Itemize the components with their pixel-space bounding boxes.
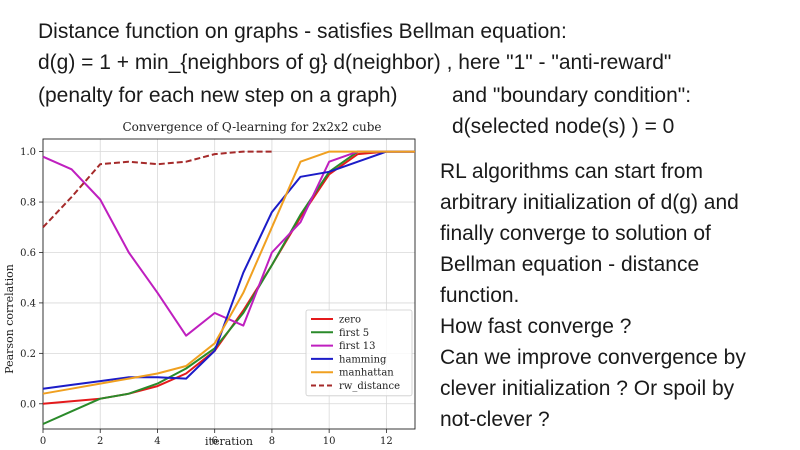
convergence-chart: Convergence of Q-learning for 2x2x2 cube…: [3, 120, 416, 448]
chart-title: Convergence of Q-learning for 2x2x2 cube: [122, 120, 381, 134]
right-text-line: function.: [440, 284, 520, 307]
y-tick-label: 0.8: [20, 198, 36, 209]
y-axis-label: Pearson correlation: [3, 264, 16, 374]
series-line-hamming: [42, 150, 415, 390]
y-tick-label: 1.0: [20, 147, 36, 158]
x-axis-label: iteration: [205, 435, 253, 448]
slide-line-boundary: and "boundary condition":: [452, 84, 692, 107]
plot-frame: [42, 138, 416, 430]
legend-label: manhattan: [339, 368, 394, 379]
x-tick-label: 8: [269, 436, 275, 447]
x-tick-label: 12: [380, 436, 393, 447]
right-text-line: How fast converge ?: [440, 315, 632, 338]
x-tick-label: 2: [97, 436, 103, 447]
series-line-manhattan: [42, 150, 415, 395]
x-tick-label: 0: [40, 436, 46, 447]
y-tick-label: 0.0: [20, 399, 36, 410]
legend-label: rw_distance: [339, 381, 400, 392]
slide-line-selected-node: d(selected node(s) ) = 0: [452, 115, 675, 138]
right-text-line: clever initialization ? Or spoil by: [440, 377, 735, 400]
chart-ticks: 0 2 4 6 8 10 12 0.0 0.2 0.4 0.6 0.8 1.0: [20, 147, 393, 447]
series-line-first-13: [42, 150, 415, 337]
slide-line-formula: d(g) = 1 + min_{neighbors of g} d(neighb…: [38, 51, 672, 74]
slide-line-penalty: (penalty for each new step on a graph): [38, 84, 398, 107]
chart-legend: zero first 5 first 13 hamming manhattan rw_di…: [305, 309, 413, 397]
legend-label: hamming: [339, 354, 387, 365]
legend-label: first 13: [339, 341, 376, 352]
right-text-line: RL algorithms can start from: [440, 160, 703, 183]
plot-border: [42, 138, 416, 430]
y-tick-label: 0.2: [20, 349, 36, 360]
slide-line-bellman: Distance function on graphs - satisfies …: [38, 20, 567, 43]
right-text-line: Can we improve convergence by: [440, 346, 746, 369]
x-tick-label: 10: [323, 436, 336, 447]
legend-label: first 5: [339, 328, 369, 339]
right-text-line: not-clever ?: [440, 408, 550, 431]
y-tick-label: 0.4: [20, 298, 36, 309]
y-tick-label: 0.6: [20, 248, 36, 259]
right-text-line: arbitrary initialization of d(g) and: [440, 191, 739, 214]
x-tick-label: 6: [212, 436, 218, 447]
legend-label: zero: [339, 315, 361, 326]
chart-series: [42, 150, 415, 425]
right-text-line: Bellman equation - distance: [440, 253, 700, 276]
x-tick-label: 4: [154, 436, 160, 447]
series-line-first-5: [42, 150, 415, 425]
series-line-rw-distance: [42, 150, 272, 228]
right-text-block: RL algorithms can start from arbitrary i…: [440, 156, 795, 435]
right-text-line: finally converge to solution of: [440, 222, 711, 245]
